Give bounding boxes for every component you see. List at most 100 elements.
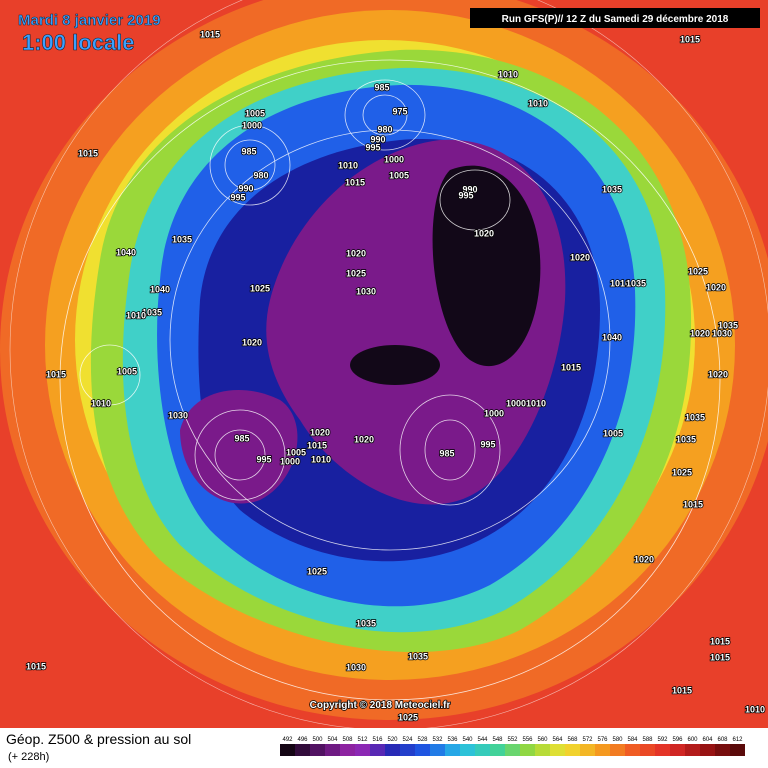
pressure-label: 995 (256, 454, 271, 464)
scale-cell (355, 744, 370, 756)
pressure-label: 985 (234, 433, 249, 443)
pressure-label: 1030 (346, 662, 366, 672)
scale-cell (595, 744, 610, 756)
scale-label: 524 (402, 737, 413, 743)
pressure-label: 985 (374, 82, 389, 92)
scale-label: 500 (312, 737, 323, 743)
scale-label: 576 (597, 737, 608, 743)
pressure-label: 1020 (354, 434, 374, 444)
pressure-label: 1015 (683, 499, 703, 509)
pressure-label: 1030 (168, 410, 188, 420)
pressure-label: 1010 (311, 454, 331, 464)
scale-label: 608 (717, 737, 728, 743)
pressure-label: 1015 (710, 636, 730, 646)
pressure-label: 1035 (676, 434, 696, 444)
scale-label: 496 (297, 737, 308, 743)
scale-label: 552 (507, 737, 518, 743)
pressure-label: 995 (458, 190, 473, 200)
pressure-label: 1035 (626, 278, 646, 288)
pressure-label: 1000 (484, 408, 504, 418)
pressure-label: 1015 (200, 29, 220, 39)
pressure-label: 1010 (126, 310, 146, 320)
scale-cell (715, 744, 730, 756)
pressure-label: 1035 (356, 618, 376, 628)
pressure-label: 1015 (307, 440, 327, 450)
pressure-label: 1035 (685, 412, 705, 422)
pressure-label: 1040 (602, 332, 622, 342)
pressure-label: 1025 (346, 268, 366, 278)
scale-label: 604 (702, 737, 713, 743)
pressure-label: 995 (480, 439, 495, 449)
scale-cell (310, 744, 325, 756)
footer-title: Géop. Z500 & pression au sol (6, 731, 191, 747)
pressure-label: 1020 (706, 282, 726, 292)
scale-label: 592 (657, 737, 668, 743)
scale-cell (460, 744, 475, 756)
pressure-label: 990 (462, 184, 477, 194)
pressure-labels: 1015 101510101010985975980990995100510009… (25, 29, 766, 724)
scale-label: 580 (612, 737, 623, 743)
scale-cell (445, 744, 460, 756)
scale-cell (535, 744, 550, 756)
pressure-label: 990 (238, 183, 253, 193)
pressure-label: 1035 (602, 184, 622, 194)
scale-cell (370, 744, 385, 756)
pressure-label: 1005 (389, 170, 409, 180)
pressure-label: 1020 (708, 369, 728, 379)
scale-label: 612 (732, 737, 743, 743)
pressure-label: 1025 (250, 283, 270, 293)
copyright: Copyright © 2018 Meteociel.fr (310, 700, 451, 711)
scale-label: 564 (552, 737, 563, 743)
pressure-label: 985 (241, 146, 256, 156)
scale-label: 596 (672, 737, 683, 743)
pressure-label: 1010 (338, 160, 358, 170)
scale-label: 568 (567, 737, 578, 743)
pressure-label: 995 (230, 192, 245, 202)
date-title: Mardi 8 janvier 2019 (18, 12, 161, 29)
pressure-label: 1020 (310, 427, 330, 437)
scale-label: 548 (492, 737, 503, 743)
scale-label: 512 (357, 737, 368, 743)
pressure-label: 1025 (672, 467, 692, 477)
pressure-label: 1025 (688, 266, 708, 276)
pressure-label: 1020 (242, 337, 262, 347)
run-box (470, 8, 760, 28)
scale-cell (625, 744, 640, 756)
pressure-label: 1025 (398, 712, 418, 722)
pressure-label: 1000 (242, 120, 262, 130)
scale-cell (385, 744, 400, 756)
pressure-label: 1010 (528, 98, 548, 108)
scale-label: 560 (537, 737, 548, 743)
footer-lead: (+ 228h) (8, 751, 49, 763)
pressure-label: 1000 (384, 154, 404, 164)
scale-cell (550, 744, 565, 756)
scale-cell (670, 744, 685, 756)
pressure-label: 975 (392, 106, 407, 116)
scale-label: 600 (687, 737, 698, 743)
scale-cell (700, 744, 715, 756)
scale-cell (415, 744, 430, 756)
pressure-label: 1010 (610, 278, 630, 288)
scale-cell (610, 744, 625, 756)
pressure-label: 1040 (116, 247, 136, 257)
pressure-label: 1010 (745, 704, 765, 714)
pressure-label: 1000 (506, 398, 526, 408)
run-info: Run GFS(P)// 12 Z du Samedi 29 décembre … (502, 14, 729, 25)
pressure-label: 1020 (474, 228, 494, 238)
scale-cell (505, 744, 520, 756)
scale-label: 572 (582, 737, 593, 743)
pressure-label: 1015 (561, 362, 581, 372)
scale-label: 508 (342, 737, 353, 743)
pressure-label: 1035 (172, 234, 192, 244)
scale-cell (730, 744, 745, 756)
pressure-label: 995 (365, 142, 380, 152)
pressure-label: 985 (439, 448, 454, 458)
scale-label: 532 (432, 737, 443, 743)
scale-label: 520 (387, 737, 398, 743)
scale-label: 536 (447, 737, 458, 743)
scale-cell (565, 744, 580, 756)
pressure-label: 1020 (570, 252, 590, 262)
pressure-label: 1015 (680, 34, 700, 44)
map-field (0, 0, 768, 728)
